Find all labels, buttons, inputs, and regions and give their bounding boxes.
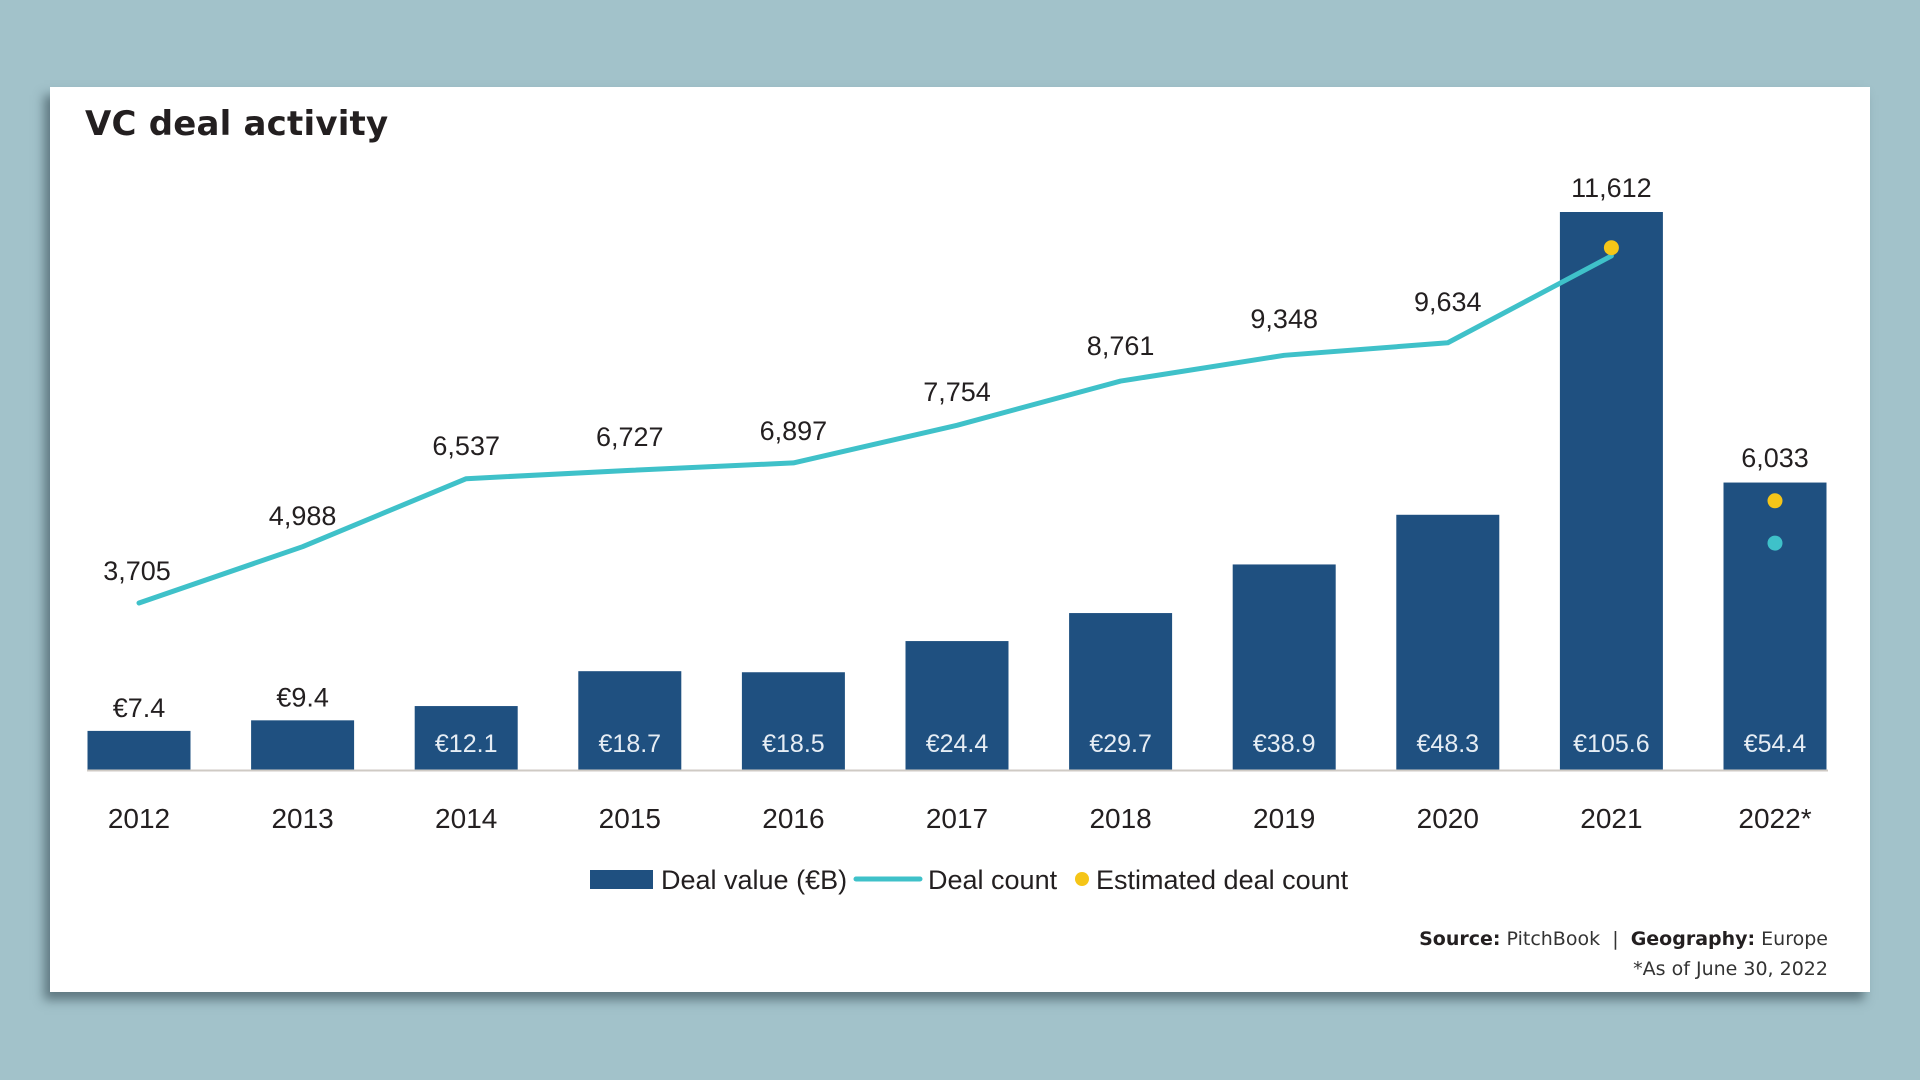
bar-value-label: €12.1 xyxy=(435,730,498,758)
legend-label-deal-value: Deal value (€B) xyxy=(661,865,847,895)
geography-label: Geography: xyxy=(1630,928,1756,950)
legend-swatch-estimated xyxy=(1075,872,1089,886)
deal-count-label: 9,634 xyxy=(1414,287,1482,317)
bar-deal-value-2019 xyxy=(1232,564,1336,770)
deal-count-label: 6,033 xyxy=(1741,443,1809,473)
bar-value-label: €48.3 xyxy=(1417,730,1480,758)
bar-value-label: €38.9 xyxy=(1253,730,1316,758)
bar-value-label: €18.5 xyxy=(762,730,825,758)
legend-label-estimated: Estimated deal count xyxy=(1096,865,1349,895)
chart-title: VC deal activity xyxy=(85,104,389,144)
bar-value-label: €18.7 xyxy=(599,730,662,758)
estimated-deal-count-point xyxy=(1767,493,1783,509)
deal-count-line xyxy=(136,253,1614,606)
deal-count-point-2022 xyxy=(1767,535,1783,551)
bar-value-label: €7.4 xyxy=(113,693,166,723)
deal-count-label: 4,988 xyxy=(269,501,337,531)
x-tick-label: 2019 xyxy=(1253,803,1315,834)
geography-value: Europe xyxy=(1761,928,1828,950)
chart-footer: Source: PitchBook | Geography: Europe *A… xyxy=(1419,924,1828,984)
legend-label-deal-count: Deal count xyxy=(928,865,1058,895)
x-tick-label: 2018 xyxy=(1089,803,1151,834)
x-tick-label: 2020 xyxy=(1417,803,1479,834)
legend-swatch-deal-value xyxy=(590,870,653,889)
x-tick-label: 2021 xyxy=(1580,803,1642,834)
labels-layer: €7.4 2012 €9.4 2013 €12.1 2014 €18.7 2015 €18.5 2… xyxy=(103,173,1811,834)
bar-deal-value-2012 xyxy=(87,730,191,770)
bar-deal-value-2013 xyxy=(251,720,355,770)
line-layer xyxy=(136,240,1783,606)
x-tick-label: 2012 xyxy=(108,803,170,834)
source-label: Source: xyxy=(1419,928,1501,950)
bar-value-label: €9.4 xyxy=(276,682,329,712)
deal-count-label: 11,612 xyxy=(1571,173,1652,203)
x-tick-label: 2016 xyxy=(762,803,824,834)
bar-deal-value-2020 xyxy=(1396,514,1500,770)
source-value: PitchBook xyxy=(1506,928,1601,950)
bar-value-label: €54.4 xyxy=(1744,730,1807,758)
bar-value-label: €105.6 xyxy=(1573,730,1649,758)
bar-deal-value-2016 xyxy=(741,672,845,770)
footnote: *As of June 30, 2022 xyxy=(1633,958,1828,980)
bar-value-label: €24.4 xyxy=(926,730,989,758)
bar-deal-value-2015 xyxy=(578,671,682,770)
x-tick-label: 2015 xyxy=(599,803,661,834)
estimated-deal-count-point xyxy=(1603,240,1619,256)
deal-count-label: 6,727 xyxy=(596,422,664,452)
x-tick-label: 2013 xyxy=(271,803,333,834)
bar-deal-value-2018 xyxy=(1069,613,1173,770)
x-tick-label: 2022* xyxy=(1738,803,1811,834)
deal-count-label: 7,754 xyxy=(923,377,991,407)
bar-deal-value-2022 xyxy=(1723,482,1827,770)
bar-deal-value-2021 xyxy=(1559,212,1663,770)
bars-layer xyxy=(87,212,1827,770)
bar-deal-value-2014 xyxy=(414,706,518,770)
bar-deal-value-2017 xyxy=(905,641,1009,770)
deal-count-label: 3,705 xyxy=(103,556,171,586)
footer-separator: | xyxy=(1612,928,1619,950)
deal-count-label: 6,897 xyxy=(760,416,828,446)
deal-count-label: 9,348 xyxy=(1250,304,1318,334)
legend: Deal value (€B) Deal count Estimated dea… xyxy=(590,865,1349,895)
source-line: Source: PitchBook | Geography: Europe xyxy=(1419,924,1828,954)
x-tick-label: 2014 xyxy=(435,803,497,834)
deal-count-label: 8,761 xyxy=(1087,331,1155,361)
x-tick-label: 2017 xyxy=(926,803,988,834)
bar-value-label: €29.7 xyxy=(1089,730,1152,758)
deal-count-label: 6,537 xyxy=(432,431,500,461)
